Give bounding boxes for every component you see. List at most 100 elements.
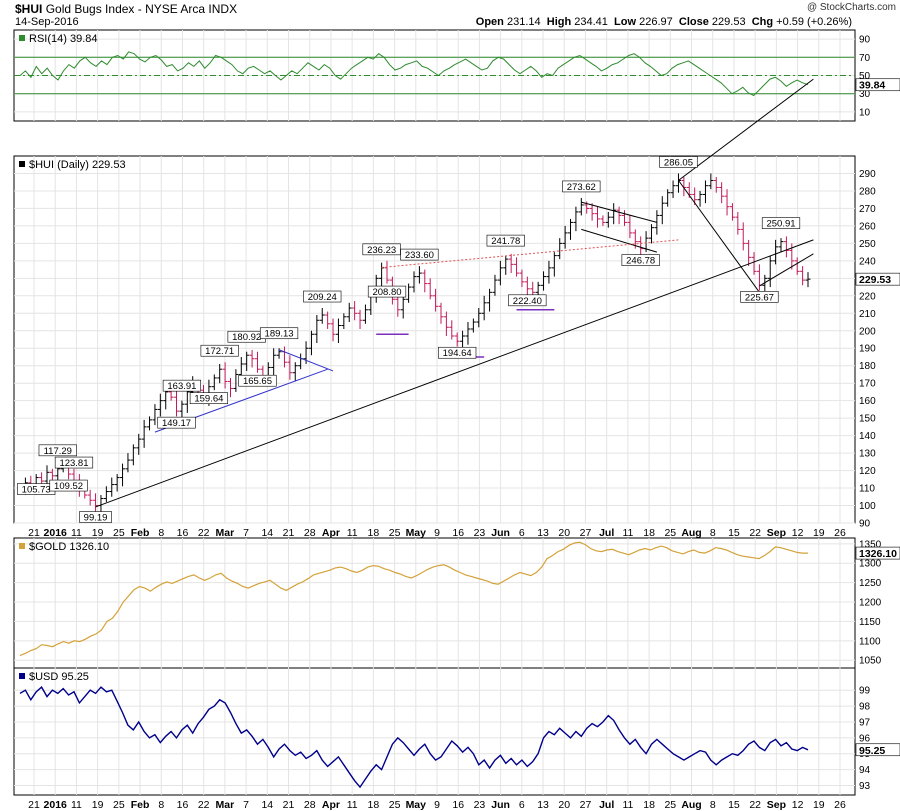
last-value-label: 95.25 (859, 745, 885, 757)
y-tick-label: 1300 (859, 559, 882, 570)
price-label-box (761, 217, 801, 229)
price-label-box (189, 392, 229, 404)
price-label: 208.80 (372, 287, 401, 298)
last-value-box (855, 78, 900, 92)
x-tick-label: 21 (28, 527, 40, 539)
price-label: 189.13 (265, 329, 294, 340)
open-value: 231.14 (506, 16, 541, 28)
x-tick-label: Mar (216, 799, 235, 811)
price-label: 286.05 (664, 157, 693, 168)
price-label: 123.81 (59, 458, 88, 469)
x-tick-label: 26 (834, 527, 846, 539)
y-tick-label: 90 (859, 519, 871, 530)
price-label: 105.73 (22, 485, 51, 496)
watermark: @ StockCharts.com (806, 2, 896, 13)
y-tick-label: 130 (859, 449, 876, 460)
price-label-box (38, 444, 77, 457)
x-tick-label: 8 (710, 799, 716, 811)
x-tick-label: 19 (92, 527, 104, 539)
last-value-box (855, 743, 900, 757)
y-tick-label: 70 (859, 53, 871, 64)
panel-frame (13, 667, 856, 796)
price-label-box (54, 456, 94, 469)
last-value-box (855, 272, 900, 286)
price-label: 165.65 (243, 376, 272, 387)
x-tick-label: Apr (322, 799, 340, 811)
price-label-box (740, 291, 779, 303)
x-tick-label: 18 (643, 799, 655, 811)
x-tick-label: 2016 (44, 799, 68, 811)
price-label: 109.52 (54, 481, 83, 492)
y-tick-label: 120 (859, 466, 876, 477)
x-tick-label: Sep (767, 799, 786, 811)
legend-swatch (19, 161, 25, 167)
y-tick-label: 96 (859, 733, 871, 744)
chart-title: $HUI Gold Bugs Index - NYSE Arca INDX (15, 2, 237, 16)
price-label: 163.91 (167, 381, 196, 392)
trend-line-upper (678, 78, 814, 181)
x-tick-label: 19 (813, 527, 825, 539)
y-tick-label: 97 (859, 717, 871, 728)
y-tick-label: 280 (859, 186, 876, 197)
y-tick-label: 110 (859, 484, 875, 495)
x-tick-label: 8 (710, 527, 716, 539)
x-tick-label: 22 (198, 527, 210, 539)
x-tick-label: 11 (347, 527, 358, 539)
legend-swatch (19, 543, 25, 549)
x-tick-label: 22 (749, 527, 761, 539)
price-label: 273.62 (567, 182, 596, 193)
x-tick-label: 25 (664, 527, 676, 539)
y-tick-label: 170 (859, 379, 876, 390)
x-tick-label: 6 (519, 799, 525, 811)
y-tick-label: 1050 (859, 656, 882, 667)
y-tick-label: 180 (859, 361, 876, 372)
x-tick-label: 15 (728, 527, 740, 539)
trend-line-flag-top (581, 201, 658, 223)
x-tick-label: 2016 (44, 527, 68, 539)
y-tick-label: 94 (859, 765, 871, 776)
last-value-label: 1326.10 (859, 548, 897, 560)
x-tick-label: 21 (28, 799, 40, 811)
y-tick-label: 150 (859, 414, 876, 425)
low-value: 226.97 (639, 16, 673, 28)
y-tick-label: 99 (859, 686, 871, 697)
price-label: 209.24 (308, 292, 337, 303)
price-label: 233.60 (405, 250, 434, 261)
price-label-box (659, 156, 698, 168)
price-label-box (621, 254, 660, 266)
x-tick-label: 22 (749, 799, 761, 811)
y-tick-label: 250 (859, 239, 876, 250)
rsi-title: RSI(14) 39.84 (29, 33, 97, 45)
price-label: 194.64 (443, 348, 472, 359)
price-label-box (486, 234, 525, 247)
y-tick-label: 10 (859, 107, 871, 118)
x-tick-label: May (406, 527, 427, 539)
x-tick-label: 23 (474, 799, 486, 811)
x-tick-label: 28 (304, 527, 316, 539)
x-tick-label: 16 (452, 799, 464, 811)
price-label-box (400, 248, 439, 261)
x-tick-label: 18 (368, 527, 380, 539)
price-label: 250.91 (766, 219, 795, 230)
x-tick-label: 7 (243, 527, 249, 539)
y-tick-label: 1150 (859, 617, 881, 628)
x-tick-label: 22 (198, 799, 210, 811)
x-tick-label: 8 (158, 799, 164, 811)
blue-trend-line (278, 349, 334, 372)
x-tick-label: 20 (558, 527, 570, 539)
y-tick-label: 220 (859, 291, 876, 302)
y-tick-label: 50 (859, 71, 871, 82)
red-dotted-line (381, 239, 679, 268)
x-tick-label: 11 (71, 799, 82, 811)
legend-swatch (19, 35, 25, 41)
symbol: $HUI (15, 2, 43, 16)
y-tick-label: 98 (859, 702, 871, 713)
x-tick-label: 11 (622, 527, 633, 539)
y-tick-label: 93 (859, 781, 871, 792)
x-tick-label: Jul (599, 799, 614, 811)
x-tick-label: 15 (728, 799, 740, 811)
price-label: 99.19 (84, 513, 108, 524)
price-label-box (200, 344, 239, 357)
x-tick-label: 6 (519, 527, 525, 539)
